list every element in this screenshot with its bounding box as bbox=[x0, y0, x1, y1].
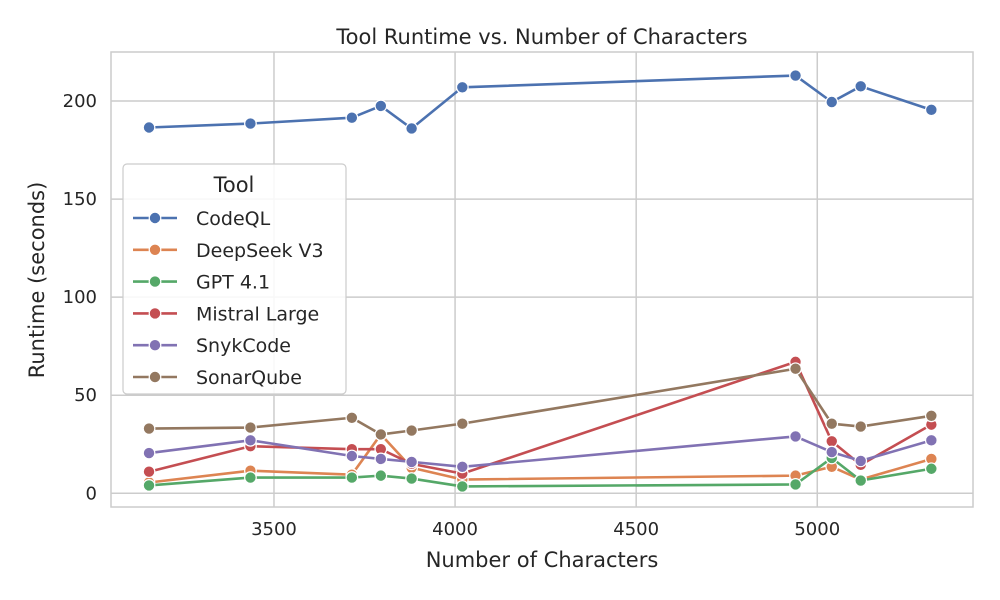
codeql-line bbox=[147, 74, 933, 130]
legend-item-codeql: CodeQL bbox=[133, 208, 271, 230]
codeql-point bbox=[405, 122, 419, 135]
legend-item-sonarqube: SonarQube bbox=[133, 367, 302, 389]
snykcode-point bbox=[244, 433, 257, 447]
legend-item-snykcode: SnykCode bbox=[133, 335, 291, 357]
sonarqube-point bbox=[405, 424, 419, 437]
codeql-point bbox=[825, 95, 839, 109]
legend-item-gpt-4-1: GPT 4.1 bbox=[133, 272, 270, 294]
legend-marker bbox=[148, 243, 162, 257]
legend-label: CodeQL bbox=[196, 208, 271, 230]
codeql-point bbox=[345, 111, 359, 125]
x-axis-label: Number of Characters bbox=[426, 548, 659, 572]
snykcode-point bbox=[405, 455, 419, 469]
chart-title: Tool Runtime vs. Number of Characters bbox=[335, 25, 747, 49]
snykcode-point bbox=[854, 454, 868, 468]
legend-items: CodeQL DeepSeek V3 GPT 4.1 Mistral Large Sny… bbox=[133, 208, 324, 389]
sonarqube-point bbox=[854, 420, 868, 433]
codeql-point bbox=[854, 79, 868, 93]
sonarqube-point bbox=[345, 411, 359, 425]
legend-label: SonarQube bbox=[196, 367, 302, 389]
plot-frame bbox=[110, 51, 974, 508]
x-tick-label: 3500 bbox=[251, 519, 297, 540]
sonarqube-point bbox=[789, 362, 802, 376]
snykcode-point bbox=[455, 460, 469, 474]
tick-labels: 3500 4000 4500 5000 0 50 100 150 200 bbox=[63, 91, 841, 540]
legend-label: Mistral Large bbox=[196, 303, 319, 325]
gpt-4-1-point bbox=[374, 469, 388, 483]
mistral-large-point bbox=[825, 434, 839, 448]
gpt-4-1-point bbox=[142, 479, 156, 492]
legend-marker bbox=[148, 211, 162, 225]
gpt-4-1-point bbox=[789, 478, 802, 491]
x-tick-label: 4500 bbox=[613, 519, 659, 540]
snykcode-point bbox=[789, 429, 802, 443]
legend-item-mistral-large: Mistral Large bbox=[133, 303, 319, 325]
snykcode-point bbox=[374, 452, 388, 466]
snykcode-point bbox=[924, 433, 938, 447]
y-tick-label: 100 bbox=[63, 287, 97, 308]
codeql-point bbox=[924, 103, 938, 117]
sonarqube-point bbox=[244, 421, 257, 434]
gpt-4-1-point bbox=[405, 472, 419, 485]
legend-marker bbox=[148, 275, 162, 289]
gpt-4-1-point bbox=[244, 471, 257, 484]
legend-title: Tool bbox=[213, 173, 255, 197]
y-axis-label: Runtime (seconds) bbox=[25, 182, 49, 379]
snykcode-point bbox=[142, 446, 156, 460]
legend-marker bbox=[148, 370, 162, 384]
codeql-point bbox=[374, 99, 388, 113]
legend-label: SnykCode bbox=[196, 335, 291, 357]
gpt-4-1-point bbox=[854, 474, 868, 487]
sonarqube-point bbox=[455, 417, 469, 431]
series-lines bbox=[142, 69, 938, 493]
sonarqube-point bbox=[825, 417, 839, 431]
gpt-4-1-point bbox=[924, 462, 938, 476]
codeql-point bbox=[142, 121, 156, 134]
legend-label: GPT 4.1 bbox=[196, 272, 270, 294]
legend-box bbox=[122, 163, 347, 395]
legend-item-deepseek-v3: DeepSeek V3 bbox=[133, 240, 324, 262]
gpt-4-1-line bbox=[147, 456, 933, 488]
series-sonarqube bbox=[142, 362, 938, 441]
legend: Tool CodeQL DeepSeek V3 GPT 4.1 Mistral Lar… bbox=[122, 163, 347, 395]
codeql-point bbox=[455, 80, 469, 94]
gpt-4-1-point bbox=[345, 471, 359, 484]
snykcode-line bbox=[147, 435, 933, 469]
y-tick-label: 150 bbox=[63, 189, 97, 210]
x-tick-label: 4000 bbox=[432, 519, 478, 540]
y-tick-label: 50 bbox=[74, 385, 97, 406]
series-snykcode bbox=[142, 429, 938, 474]
snykcode-point bbox=[825, 445, 839, 459]
sonarqube-point bbox=[142, 422, 156, 435]
legend-marker bbox=[148, 338, 162, 352]
legend-label: DeepSeek V3 bbox=[196, 240, 324, 262]
series-codeql bbox=[142, 69, 938, 135]
codeql-point bbox=[244, 117, 257, 130]
legend-marker bbox=[148, 307, 162, 320]
sonarqube-point bbox=[924, 409, 938, 423]
deepseek-v3-line bbox=[147, 433, 933, 484]
y-tick-label: 0 bbox=[86, 483, 97, 504]
mistral-large-point bbox=[142, 465, 156, 479]
sonarqube-point bbox=[374, 428, 388, 441]
series-gpt-4-1 bbox=[142, 451, 938, 493]
y-tick-label: 200 bbox=[63, 91, 97, 112]
x-tick-label: 5000 bbox=[794, 519, 840, 540]
sonarqube-line bbox=[147, 367, 933, 436]
codeql-point bbox=[789, 69, 802, 82]
snykcode-point bbox=[345, 449, 359, 463]
gpt-4-1-point bbox=[455, 480, 469, 493]
